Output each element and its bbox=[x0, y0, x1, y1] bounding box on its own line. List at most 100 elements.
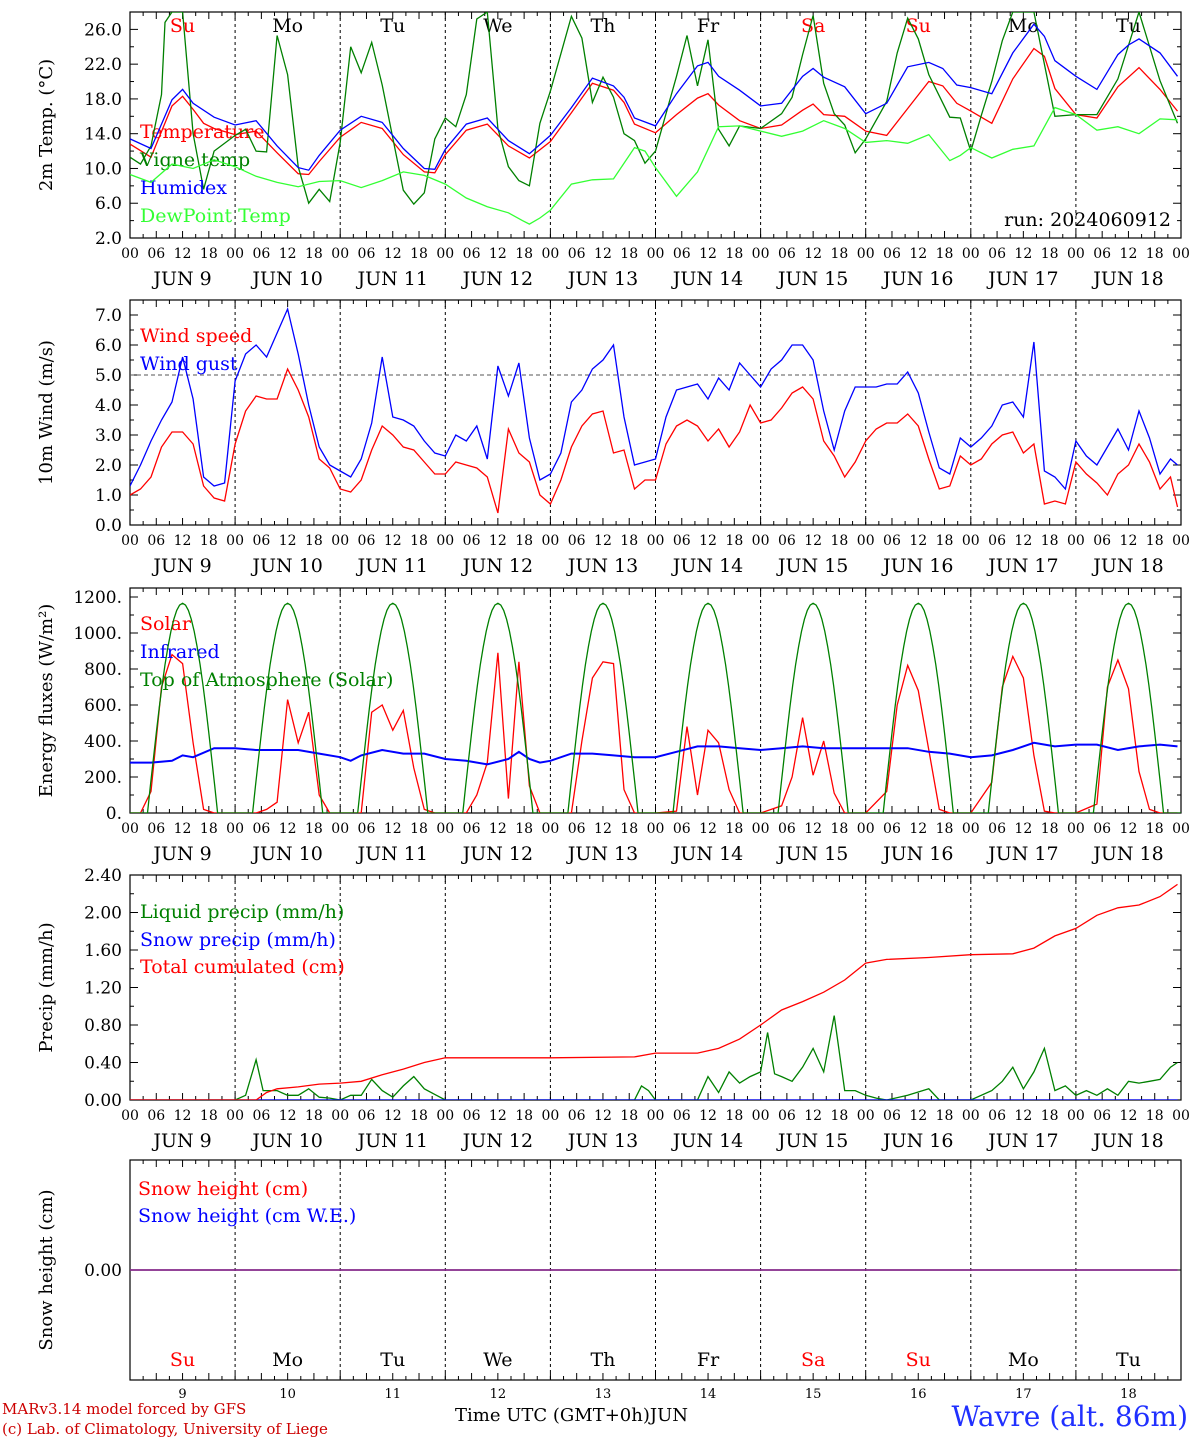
hour-label: 18 bbox=[725, 246, 743, 262]
legend-entry: Wind gust bbox=[140, 353, 238, 375]
hour-label: 06 bbox=[1093, 533, 1111, 549]
y-tick-label: 0.0 bbox=[95, 516, 122, 536]
weekday-label: Tu bbox=[380, 1349, 405, 1371]
date-label: JUN 11 bbox=[356, 268, 428, 290]
hour-label: 12 bbox=[384, 821, 402, 837]
hour-label: 00 bbox=[647, 821, 665, 837]
date-label: JUN 9 bbox=[151, 843, 211, 865]
station-name: Wavre (alt. 86m) bbox=[951, 1400, 1188, 1433]
weekday-label: Mo bbox=[272, 15, 303, 37]
hour-label: 06 bbox=[883, 533, 901, 549]
date-label: JUN 11 bbox=[356, 1130, 428, 1152]
hour-label: 18 bbox=[515, 246, 533, 262]
series-line-top-of-atmosphere-solar- bbox=[130, 602, 1181, 813]
hour-label: 18 bbox=[620, 821, 638, 837]
weekday-label: Su bbox=[906, 1349, 931, 1371]
y-tick-label: 2.0 bbox=[95, 456, 122, 476]
hour-label: 06 bbox=[568, 821, 586, 837]
hour-label: 00 bbox=[752, 821, 770, 837]
y-tick-label: 14.0 bbox=[84, 125, 122, 145]
hour-label: 12 bbox=[1014, 533, 1032, 549]
date-label: JUN 13 bbox=[566, 555, 638, 577]
hour-label: 00 bbox=[541, 821, 559, 837]
y-tick-label: 4.0 bbox=[95, 396, 122, 416]
hour-label: 06 bbox=[1093, 1108, 1111, 1124]
weekday-label: Th bbox=[590, 1349, 615, 1371]
hour-label: 00 bbox=[962, 533, 980, 549]
hour-label: 06 bbox=[147, 533, 165, 549]
hour-label: 00 bbox=[1172, 533, 1190, 549]
hour-label: 00 bbox=[1067, 246, 1085, 262]
hour-label: 00 bbox=[962, 1108, 980, 1124]
hour-label: 18 bbox=[410, 1108, 428, 1124]
y-tick-label: 400. bbox=[84, 732, 122, 752]
hour-label: 06 bbox=[252, 821, 270, 837]
hour-label: 00 bbox=[541, 246, 559, 262]
hour-label: 18 bbox=[200, 1108, 218, 1124]
hour-label: 00 bbox=[752, 533, 770, 549]
legend-entry: Solar bbox=[140, 613, 192, 635]
hour-label: 06 bbox=[358, 533, 376, 549]
y-axis-title: Precip (mm/h) bbox=[36, 922, 57, 1052]
hour-label: 00 bbox=[647, 1108, 665, 1124]
day-number-label: 17 bbox=[1015, 1387, 1032, 1402]
date-label: JUN 18 bbox=[1091, 843, 1163, 865]
hour-label: 00 bbox=[647, 533, 665, 549]
hour-label: 06 bbox=[778, 246, 796, 262]
date-label: JUN 17 bbox=[986, 843, 1058, 865]
hour-label: 12 bbox=[1014, 1108, 1032, 1124]
y-tick-label: 5.0 bbox=[95, 366, 122, 386]
hour-label: 00 bbox=[436, 821, 454, 837]
date-label: JUN 18 bbox=[1091, 555, 1163, 577]
date-label: JUN 13 bbox=[566, 268, 638, 290]
date-label: JUN 11 bbox=[356, 843, 428, 865]
y-axis-title: Energy fluxes (W/m²) bbox=[36, 604, 57, 798]
hour-label: 06 bbox=[463, 246, 481, 262]
hour-label: 06 bbox=[988, 1108, 1006, 1124]
date-label: JUN 16 bbox=[881, 555, 953, 577]
hour-label: 00 bbox=[1172, 246, 1190, 262]
hour-label: 12 bbox=[594, 821, 612, 837]
hour-label: 18 bbox=[725, 533, 743, 549]
hour-label: 12 bbox=[804, 1108, 822, 1124]
date-label: JUN 17 bbox=[986, 268, 1058, 290]
date-label: JUN 9 bbox=[151, 555, 211, 577]
weekday-label: Tu bbox=[1116, 15, 1141, 37]
hour-label: 18 bbox=[1146, 246, 1164, 262]
date-label: JUN 17 bbox=[986, 555, 1058, 577]
hour-label: 00 bbox=[436, 246, 454, 262]
date-label: JUN 12 bbox=[461, 555, 533, 577]
y-tick-label: 0.00 bbox=[84, 1261, 122, 1281]
hour-label: 12 bbox=[174, 821, 192, 837]
hour-label: 06 bbox=[358, 246, 376, 262]
hour-label: 12 bbox=[594, 533, 612, 549]
y-tick-label: 2.0 bbox=[95, 229, 122, 249]
legend-entry: DewPoint Temp bbox=[140, 205, 291, 227]
date-label: JUN 10 bbox=[250, 843, 322, 865]
hour-label: 12 bbox=[279, 821, 297, 837]
hour-label: 06 bbox=[673, 821, 691, 837]
hour-label: 18 bbox=[620, 533, 638, 549]
day-number-label: 12 bbox=[490, 1387, 507, 1402]
hour-label: 00 bbox=[752, 246, 770, 262]
y-axis-title: 2m Temp. (°C) bbox=[36, 59, 57, 191]
run-annotation: run: 2024060912 bbox=[1004, 209, 1171, 231]
day-number-label: 9 bbox=[178, 1387, 186, 1402]
y-tick-label: 7.0 bbox=[95, 306, 122, 326]
hour-label: 18 bbox=[831, 821, 849, 837]
legend-entry: Snow precip (mm/h) bbox=[140, 929, 336, 951]
hour-label: 06 bbox=[778, 533, 796, 549]
hour-label: 12 bbox=[174, 246, 192, 262]
date-label: JUN 15 bbox=[776, 843, 848, 865]
series-line-liquid-precip-mm-h- bbox=[130, 1015, 1178, 1100]
hour-label: 00 bbox=[331, 533, 349, 549]
hour-label: 18 bbox=[1041, 246, 1059, 262]
date-label: JUN 18 bbox=[1091, 268, 1163, 290]
hour-label: 12 bbox=[699, 1108, 717, 1124]
date-label: JUN 15 bbox=[776, 268, 848, 290]
series-line-humidex bbox=[130, 23, 1179, 171]
hour-label: 12 bbox=[909, 821, 927, 837]
hour-label: 06 bbox=[568, 1108, 586, 1124]
x-axis-month: JUN bbox=[649, 1405, 689, 1426]
